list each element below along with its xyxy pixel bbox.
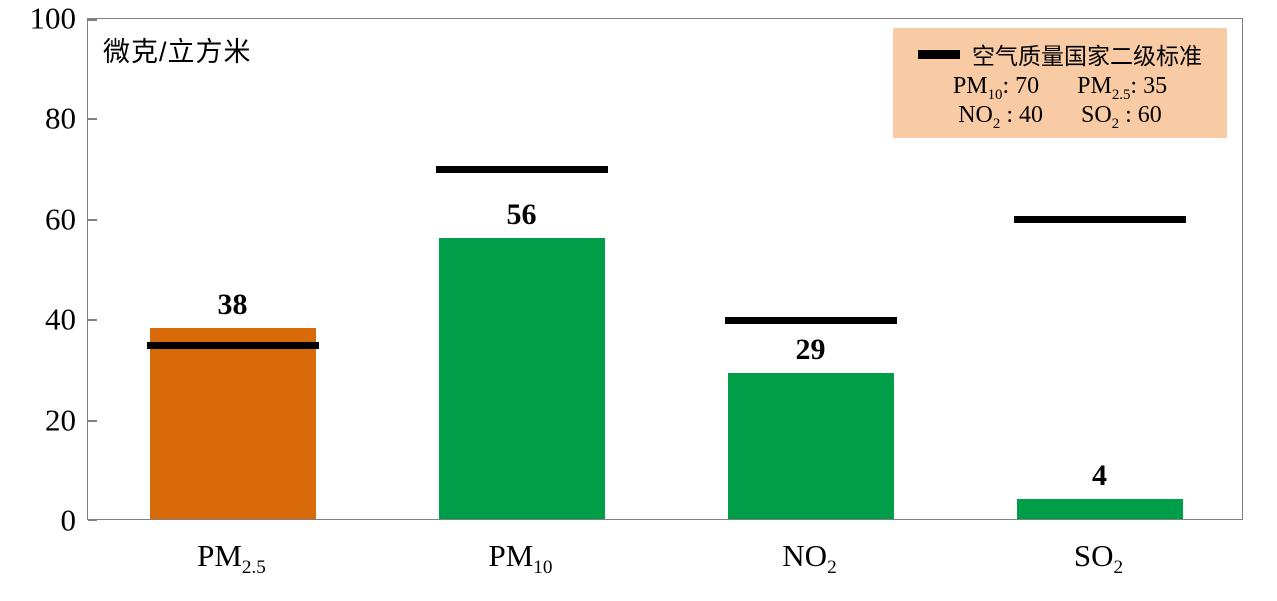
x-axis-label-PM10: PM10 [488, 538, 553, 579]
legend-title-row: 空气质量国家二级标准 [918, 37, 1202, 71]
y-tick-mark [88, 218, 97, 221]
standard-line-PM10 [435, 166, 608, 174]
legend: 空气质量国家二级标准 PM10: 70 PM2.5: 35 NO2 : 40 SO2 … [893, 28, 1227, 138]
legend-item: NO2 : 40 [958, 102, 1043, 132]
y-tick-label: 100 [29, 0, 77, 36]
legend-row-2: NO2 : 40 SO2 : 60 [958, 102, 1162, 132]
legend-item: PM10: 70 [952, 73, 1040, 103]
bar-NO2 [727, 373, 894, 519]
x-axis-label-SO2: SO2 [1073, 538, 1124, 579]
value-label-PM10: 56 [506, 197, 537, 231]
y-tick-label: 80 [45, 100, 76, 136]
value-label-NO2: 29 [795, 333, 826, 367]
legend-row-1: PM10: 70 PM2.5: 35 [952, 73, 1168, 103]
bar-PM10 [438, 237, 605, 519]
y-tick-label: 40 [45, 301, 76, 337]
legend-title: 空气质量国家二级标准 [972, 43, 1202, 69]
y-tick-label: 0 [60, 502, 77, 538]
bar-SO2 [1016, 498, 1183, 519]
standard-line-SO2 [1013, 216, 1186, 224]
y-tick-mark [88, 19, 97, 21]
y-tick-label: 60 [45, 201, 76, 237]
y-tick-mark [88, 519, 97, 521]
bar-PM2.5 [149, 328, 316, 519]
standard-line-PM2.5 [146, 341, 319, 349]
legend-item: PM2.5: 35 [1077, 73, 1168, 103]
x-axis-label-PM2.5: PM2.5 [197, 538, 266, 579]
value-label-SO2: 4 [1092, 458, 1107, 492]
legend-item: SO2 : 60 [1080, 102, 1162, 132]
value-label-PM2.5: 38 [217, 288, 248, 322]
x-axis-label-NO2: NO2 [782, 538, 837, 579]
y-axis-unit-label: 微克/立方米 [103, 37, 252, 67]
standard-line-NO2 [724, 316, 897, 324]
y-tick-mark [88, 118, 97, 121]
y-tick-mark [88, 419, 97, 422]
standard-line-swatch-icon [918, 49, 960, 59]
y-tick-label: 20 [45, 402, 76, 438]
y-tick-mark [88, 319, 97, 322]
